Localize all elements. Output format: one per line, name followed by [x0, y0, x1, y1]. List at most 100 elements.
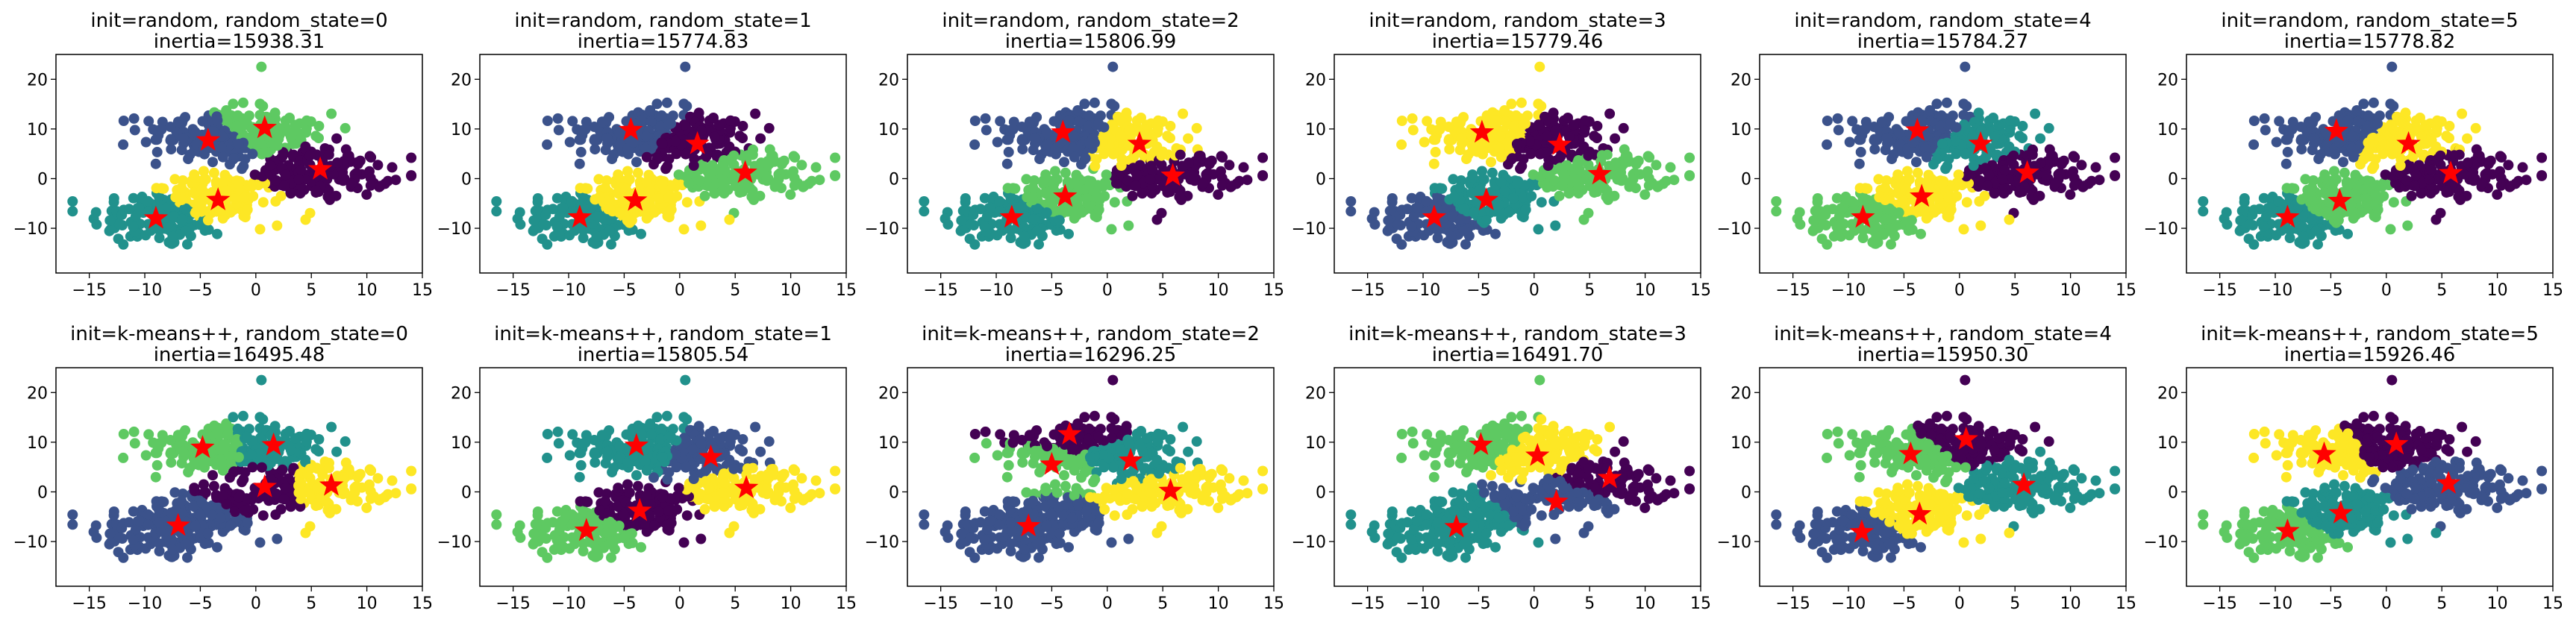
- scatter-point: [1902, 166, 1913, 177]
- scatter-point: [796, 160, 807, 171]
- scatter-point: [151, 134, 163, 145]
- scatter-point: [1907, 137, 1919, 148]
- scatter-point: [2027, 149, 2038, 160]
- scatter-point: [1516, 160, 1528, 172]
- x-tick-label: −15: [2202, 281, 2236, 300]
- scatter-point: [1936, 110, 1947, 121]
- scatter-point: [2004, 214, 2015, 225]
- scatter-point: [1383, 215, 1394, 226]
- scatter-point: [2310, 225, 2322, 236]
- scatter-point: [666, 204, 677, 216]
- scatter-point: [1216, 151, 1227, 162]
- scatter-point: [1069, 177, 1080, 188]
- scatter-point: [645, 116, 657, 128]
- scatter-point: [229, 193, 240, 204]
- scatter-point: [264, 474, 275, 484]
- centroid-star: [1127, 131, 1152, 154]
- scatter-point: [1580, 115, 1590, 126]
- subplot-8: init=k-means++, random_state=1inertia=15…: [437, 323, 857, 613]
- scatter-point: [170, 505, 181, 516]
- scatter-point: [194, 195, 205, 207]
- scatter-point: [1684, 152, 1695, 163]
- scatter-point: [2492, 189, 2503, 200]
- scatter-point: [181, 203, 192, 214]
- scatter-point: [1482, 137, 1493, 148]
- scatter-point: [606, 239, 616, 250]
- scatter-point: [1063, 228, 1074, 239]
- scatter-point: [1904, 174, 1915, 185]
- scatter-point: [233, 452, 244, 462]
- scatter-point: [1448, 174, 1459, 185]
- scatter-point: [2198, 196, 2209, 207]
- scatter-point: [542, 116, 553, 126]
- scatter-point: [166, 457, 177, 468]
- scatter-point: [1507, 193, 1519, 204]
- scatter-point: [2352, 116, 2363, 128]
- scatter-point: [1031, 225, 1042, 236]
- scatter-point: [1945, 118, 1957, 129]
- scatter-point: [2462, 133, 2473, 144]
- scatter-point: [140, 450, 151, 461]
- scatter-point: [2259, 113, 2270, 124]
- scatter-point: [1555, 151, 1566, 162]
- scatter-point: [340, 122, 351, 134]
- scatter-point: [1610, 133, 1621, 144]
- scatter-point: [1467, 169, 1478, 180]
- subplot-title: init=random, random_state=5: [2221, 10, 2518, 32]
- scatter-point: [222, 116, 233, 128]
- scatter-point: [1216, 172, 1228, 183]
- scatter-point: [2068, 151, 2079, 162]
- scatter-point: [734, 185, 745, 196]
- scatter-point: [2536, 152, 2548, 163]
- scatter-point: [247, 462, 258, 473]
- scatter-point: [325, 194, 335, 205]
- centroid-star: [252, 115, 277, 139]
- scatter-point: [293, 174, 304, 185]
- scatter-point: [150, 471, 161, 483]
- scatter-point: [1989, 186, 2000, 198]
- scatter-point: [1808, 215, 1819, 226]
- scatter-point: [2284, 225, 2295, 236]
- scatter-point: [2110, 170, 2121, 181]
- scatter-point: [2435, 150, 2446, 161]
- scatter-point: [231, 120, 243, 131]
- scatter-point: [992, 136, 1003, 148]
- scatter-point: [604, 225, 615, 236]
- x-tick-label: 10: [1208, 281, 1229, 300]
- scatter-point: [575, 448, 587, 459]
- scatter-point: [156, 124, 167, 135]
- scatter-point: [1592, 121, 1603, 131]
- scatter-point: [165, 448, 176, 459]
- scatter-point: [532, 506, 543, 517]
- subplot-title: init=random, random_state=4: [1794, 10, 2091, 32]
- subplot-5: init=random, random_state=4inertia=15784…: [1717, 10, 2136, 300]
- scatter-point: [1869, 122, 1880, 132]
- scatter-point: [1016, 122, 1028, 132]
- scatter-point: [2264, 202, 2275, 213]
- scatter-point: [1493, 199, 1504, 210]
- scatter-point: [2090, 162, 2101, 173]
- scatter-point: [657, 178, 668, 189]
- scatter-point: [1554, 190, 1565, 201]
- y-tick-label: 20: [2157, 71, 2178, 90]
- scatter-point: [280, 483, 291, 494]
- scatter-point: [1068, 131, 1079, 142]
- scatter-point: [2416, 131, 2427, 142]
- scatter-point: [332, 471, 343, 482]
- scatter-point: [1574, 164, 1585, 175]
- scatter-point: [1983, 169, 1995, 180]
- scatter-point: [207, 470, 218, 481]
- scatter-point: [1191, 122, 1202, 134]
- scatter-point: [189, 169, 200, 180]
- scatter-point: [2248, 239, 2260, 250]
- scatter-point: [1121, 107, 1132, 119]
- scatter-point: [979, 192, 990, 204]
- scatter-point: [622, 166, 633, 177]
- scatter-point: [2363, 178, 2375, 189]
- scatter-point: [960, 193, 971, 204]
- scatter-point: [1542, 131, 1553, 142]
- centroid-star: [196, 128, 220, 151]
- scatter-point: [108, 193, 119, 204]
- scatter-point: [217, 465, 228, 476]
